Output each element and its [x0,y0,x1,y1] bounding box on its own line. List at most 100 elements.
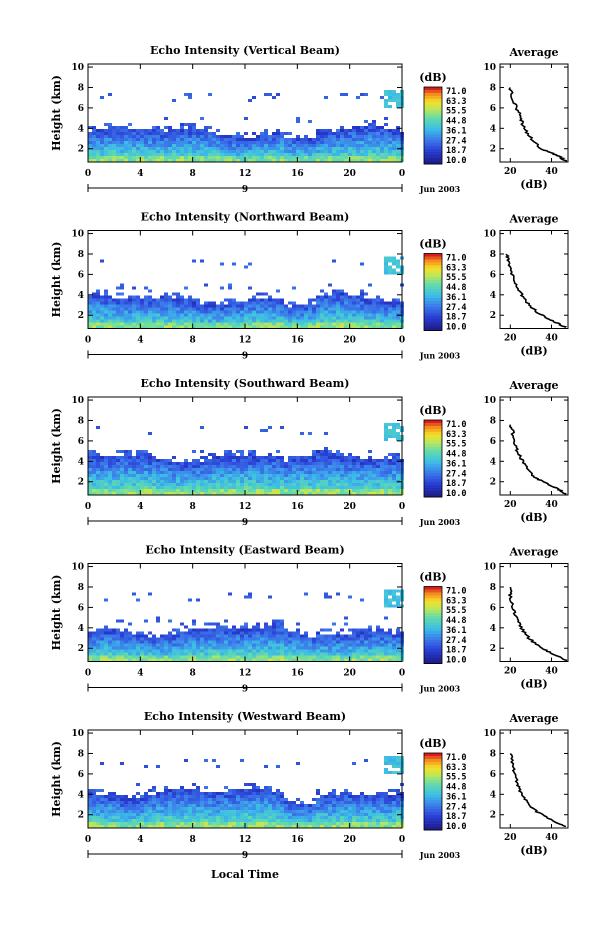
echo-cell [288,822,292,825]
echo-cell [220,625,224,629]
echo-cell [116,795,120,798]
echo-cell [300,316,304,320]
echo-cell [324,492,328,495]
echo-cell [96,453,100,456]
echo-cell [340,804,344,807]
echo-cell [308,298,312,302]
echo-cell [336,301,340,305]
echo-cell [384,150,388,153]
echo-cell [116,313,120,317]
echo-cell [252,304,256,308]
y-tick-label: 6 [78,270,84,280]
echo-cell [232,628,236,632]
echo-cell [388,637,392,641]
echo-cell [204,810,208,813]
echo-cell [360,126,364,129]
echo-cell [392,144,396,147]
echo-cell [128,807,132,810]
echo-cell [308,120,312,123]
echo-cell [396,304,400,308]
echo-cell [272,153,276,156]
echo-cell [112,652,116,656]
echo-cell [384,426,388,429]
echo-cell [152,646,156,650]
echo-cell [348,634,352,638]
echo-cell [248,592,252,596]
echo-cell [128,316,132,320]
echo-cell [112,646,116,650]
echo-cell [264,628,268,632]
echo-cell [352,471,356,474]
echo-cell [140,468,144,471]
echo-cell [108,123,112,126]
panel-2: Echo Intensity (Northward Beam)Height (k… [50,211,569,362]
echo-cell [180,813,184,816]
echo-cell [360,477,364,480]
echo-cell [292,486,296,489]
echo-cell [372,316,376,320]
echo-cell [112,819,116,822]
echo-cell [160,307,164,311]
echo-cell [392,138,396,141]
echo-cell [184,144,188,147]
echo-cell [320,804,324,807]
echo-cell [352,489,356,492]
echo-cell [304,489,308,492]
echo-cell [272,144,276,147]
echo-cell [388,643,392,647]
echo-cell [320,159,324,162]
echo-cell [120,816,124,819]
colorbar-swatch [424,633,442,638]
echo-cell [236,489,240,492]
echo-cell [308,459,312,462]
echo-cell [320,295,324,299]
colorbar-swatch [424,464,442,468]
echo-cell [256,652,260,656]
echo-cell [236,456,240,459]
echo-cell [92,298,96,302]
echo-cell [304,313,308,317]
echo-cell [352,301,356,305]
echo-cell [308,147,312,150]
x-tick-label: 0 [85,336,91,346]
echo-cell [264,465,268,468]
echo-cell [284,316,288,320]
echo-cell [224,471,228,474]
echo-cell [144,619,148,623]
echo-cell [292,459,296,462]
echo-cell [100,129,104,132]
echo-cell [176,471,180,474]
echo-cell [280,322,284,326]
echo-cell [288,816,292,819]
echo-cell [348,643,352,647]
echo-cell [328,316,332,320]
echo-cell [384,301,388,305]
echo-cell [148,649,152,653]
echo-cell [132,310,136,314]
echo-cell [396,604,400,608]
echo-cell [140,816,144,819]
echo-cell [320,322,324,326]
echo-cell [268,147,272,150]
echo-cell [244,307,248,311]
echo-cell [168,144,172,147]
echo-cell [264,825,268,828]
echo-cell [104,637,108,641]
echo-cell [232,310,236,314]
echo-cell [132,459,136,462]
echo-cell [360,471,364,474]
echo-cell [192,307,196,311]
echo-cell [336,489,340,492]
echo-heatmap [88,756,404,828]
echo-cell [312,477,316,480]
echo-cell [144,304,148,308]
echo-cell [356,459,360,462]
echo-cell [312,468,316,471]
echo-cell [360,468,364,471]
echo-cell [180,301,184,305]
echo-cell [300,801,304,804]
colorbar-unit: (dB) [419,571,446,584]
echo-cell [264,622,268,626]
echo-cell [256,477,260,480]
echo-cell [248,649,252,653]
